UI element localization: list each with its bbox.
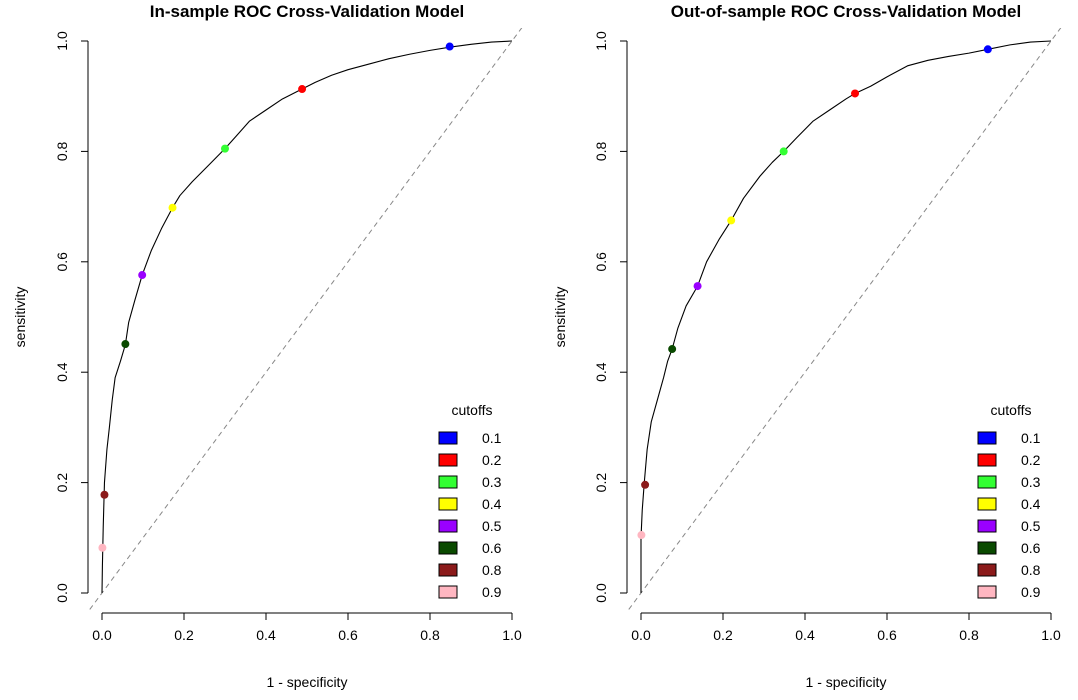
roc-curve-line xyxy=(101,40,513,594)
diagonal-reference-line xyxy=(88,28,523,613)
y-tick-label: 1.0 xyxy=(593,31,609,51)
legend-swatch xyxy=(977,475,997,489)
legend-label: 0.3 xyxy=(1021,474,1041,490)
y-tick-label: 0.2 xyxy=(54,473,70,493)
y-tick-label: 0.6 xyxy=(593,252,609,272)
legend-swatch xyxy=(977,519,997,533)
legend-label: 0.5 xyxy=(1021,518,1041,534)
legend-swatch xyxy=(977,541,997,555)
cutoff-point-0-6 xyxy=(121,340,130,349)
y-tick-label: 0.0 xyxy=(593,583,609,603)
y-tick-label: 0.4 xyxy=(593,362,609,382)
y-axis-label: sensitivity xyxy=(552,287,568,348)
legend-label: 0.1 xyxy=(482,430,502,446)
roc-panel-in-sample: In-sample ROC Cross-Validation Model 0.0 0… xyxy=(12,2,523,690)
legend-swatch xyxy=(977,431,997,445)
x-tick-label: 0.4 xyxy=(256,627,276,643)
legend-swatch xyxy=(438,541,458,555)
legend-swatch xyxy=(438,497,458,511)
x-tick-label: 1.0 xyxy=(502,627,522,643)
legend-label: 0.1 xyxy=(1021,430,1041,446)
legend-swatch xyxy=(438,519,458,533)
x-tick-label: 0.2 xyxy=(713,627,733,643)
legend-title: cutoffs xyxy=(991,402,1032,418)
x-tick-label: 0.6 xyxy=(338,627,358,643)
legend: cutoffs 0.1 0.2 0.3 0.4 0.5 0.6 0.8 0.9 xyxy=(977,402,1041,600)
x-tick-label: 0.6 xyxy=(877,627,897,643)
legend-label: 0.5 xyxy=(482,518,502,534)
y-tick-label: 0.4 xyxy=(54,362,70,382)
y-tick-label: 0.8 xyxy=(593,141,609,161)
legend-swatch xyxy=(438,453,458,467)
cutoff-point-0-5 xyxy=(138,271,147,280)
legend-label: 0.3 xyxy=(482,474,502,490)
x-tick-label: 0.0 xyxy=(631,627,651,643)
chart-title: Out-of-sample ROC Cross-Validation Model xyxy=(671,2,1021,21)
roc-curve-line xyxy=(640,40,1052,593)
legend-swatch xyxy=(977,497,997,511)
chart-title: In-sample ROC Cross-Validation Model xyxy=(150,2,465,21)
legend-swatch xyxy=(438,475,458,489)
y-tick-label: 0.0 xyxy=(54,583,70,603)
diagonal-reference-line xyxy=(627,28,1062,613)
y-tick-label: 0.6 xyxy=(54,252,70,272)
x-tick-label: 0.8 xyxy=(959,627,979,643)
cutoff-point-0-9 xyxy=(637,531,646,540)
cutoff-point-0-5 xyxy=(693,282,702,291)
cutoff-point-0-8 xyxy=(100,490,109,499)
legend-label: 0.6 xyxy=(482,540,502,556)
y-tick-label: 0.8 xyxy=(54,141,70,161)
legend-label: 0.6 xyxy=(1021,540,1041,556)
cutoff-point-0-6 xyxy=(668,345,677,354)
legend-label: 0.2 xyxy=(482,452,502,468)
legend-label: 0.9 xyxy=(1021,584,1041,600)
x-tick-label: 1.0 xyxy=(1041,627,1061,643)
legend-label: 0.9 xyxy=(482,584,502,600)
x-axis-label: 1 - specificity xyxy=(806,674,887,690)
legend-title: cutoffs xyxy=(452,402,493,418)
legend-label: 0.4 xyxy=(1021,496,1041,512)
legend-swatch xyxy=(977,563,997,577)
legend-label: 0.2 xyxy=(1021,452,1041,468)
legend-swatch xyxy=(438,431,458,445)
cutoff-point-0-2 xyxy=(298,85,307,94)
cutoff-point-0-3 xyxy=(221,144,229,153)
cutoff-point-0-9 xyxy=(98,543,107,552)
legend-swatch xyxy=(438,585,458,599)
roc-panel-out-of-sample: Out-of-sample ROC Cross-Validation Model… xyxy=(552,2,1062,690)
x-tick-label: 0.2 xyxy=(174,627,194,643)
legend-label: 0.8 xyxy=(1021,562,1041,578)
y-tick-label: 0.2 xyxy=(593,473,609,493)
x-tick-label: 0.8 xyxy=(420,627,440,643)
cutoff-point-0-3 xyxy=(779,147,788,156)
cutoff-point-0-2 xyxy=(851,89,860,98)
legend-swatch xyxy=(977,585,997,599)
x-tick-label: 0.0 xyxy=(92,627,112,643)
legend-label: 0.8 xyxy=(482,562,502,578)
legend-swatch xyxy=(977,453,997,467)
x-axis-label: 1 - specificity xyxy=(267,674,348,690)
y-tick-label: 1.0 xyxy=(54,31,70,51)
cutoff-point-0-1 xyxy=(983,45,992,54)
cutoff-point-0-8 xyxy=(641,480,650,489)
legend-label: 0.4 xyxy=(482,496,502,512)
cutoff-point-0-4 xyxy=(168,203,177,212)
cutoff-point-0-4 xyxy=(727,216,736,225)
legend: cutoffs 0.1 0.2 0.3 0.4 0.5 0.6 0.8 0.9 xyxy=(438,402,502,600)
x-tick-label: 0.4 xyxy=(795,627,815,643)
cutoff-point-0-1 xyxy=(445,42,454,51)
legend-swatch xyxy=(438,563,458,577)
y-axis-label: sensitivity xyxy=(12,287,28,348)
